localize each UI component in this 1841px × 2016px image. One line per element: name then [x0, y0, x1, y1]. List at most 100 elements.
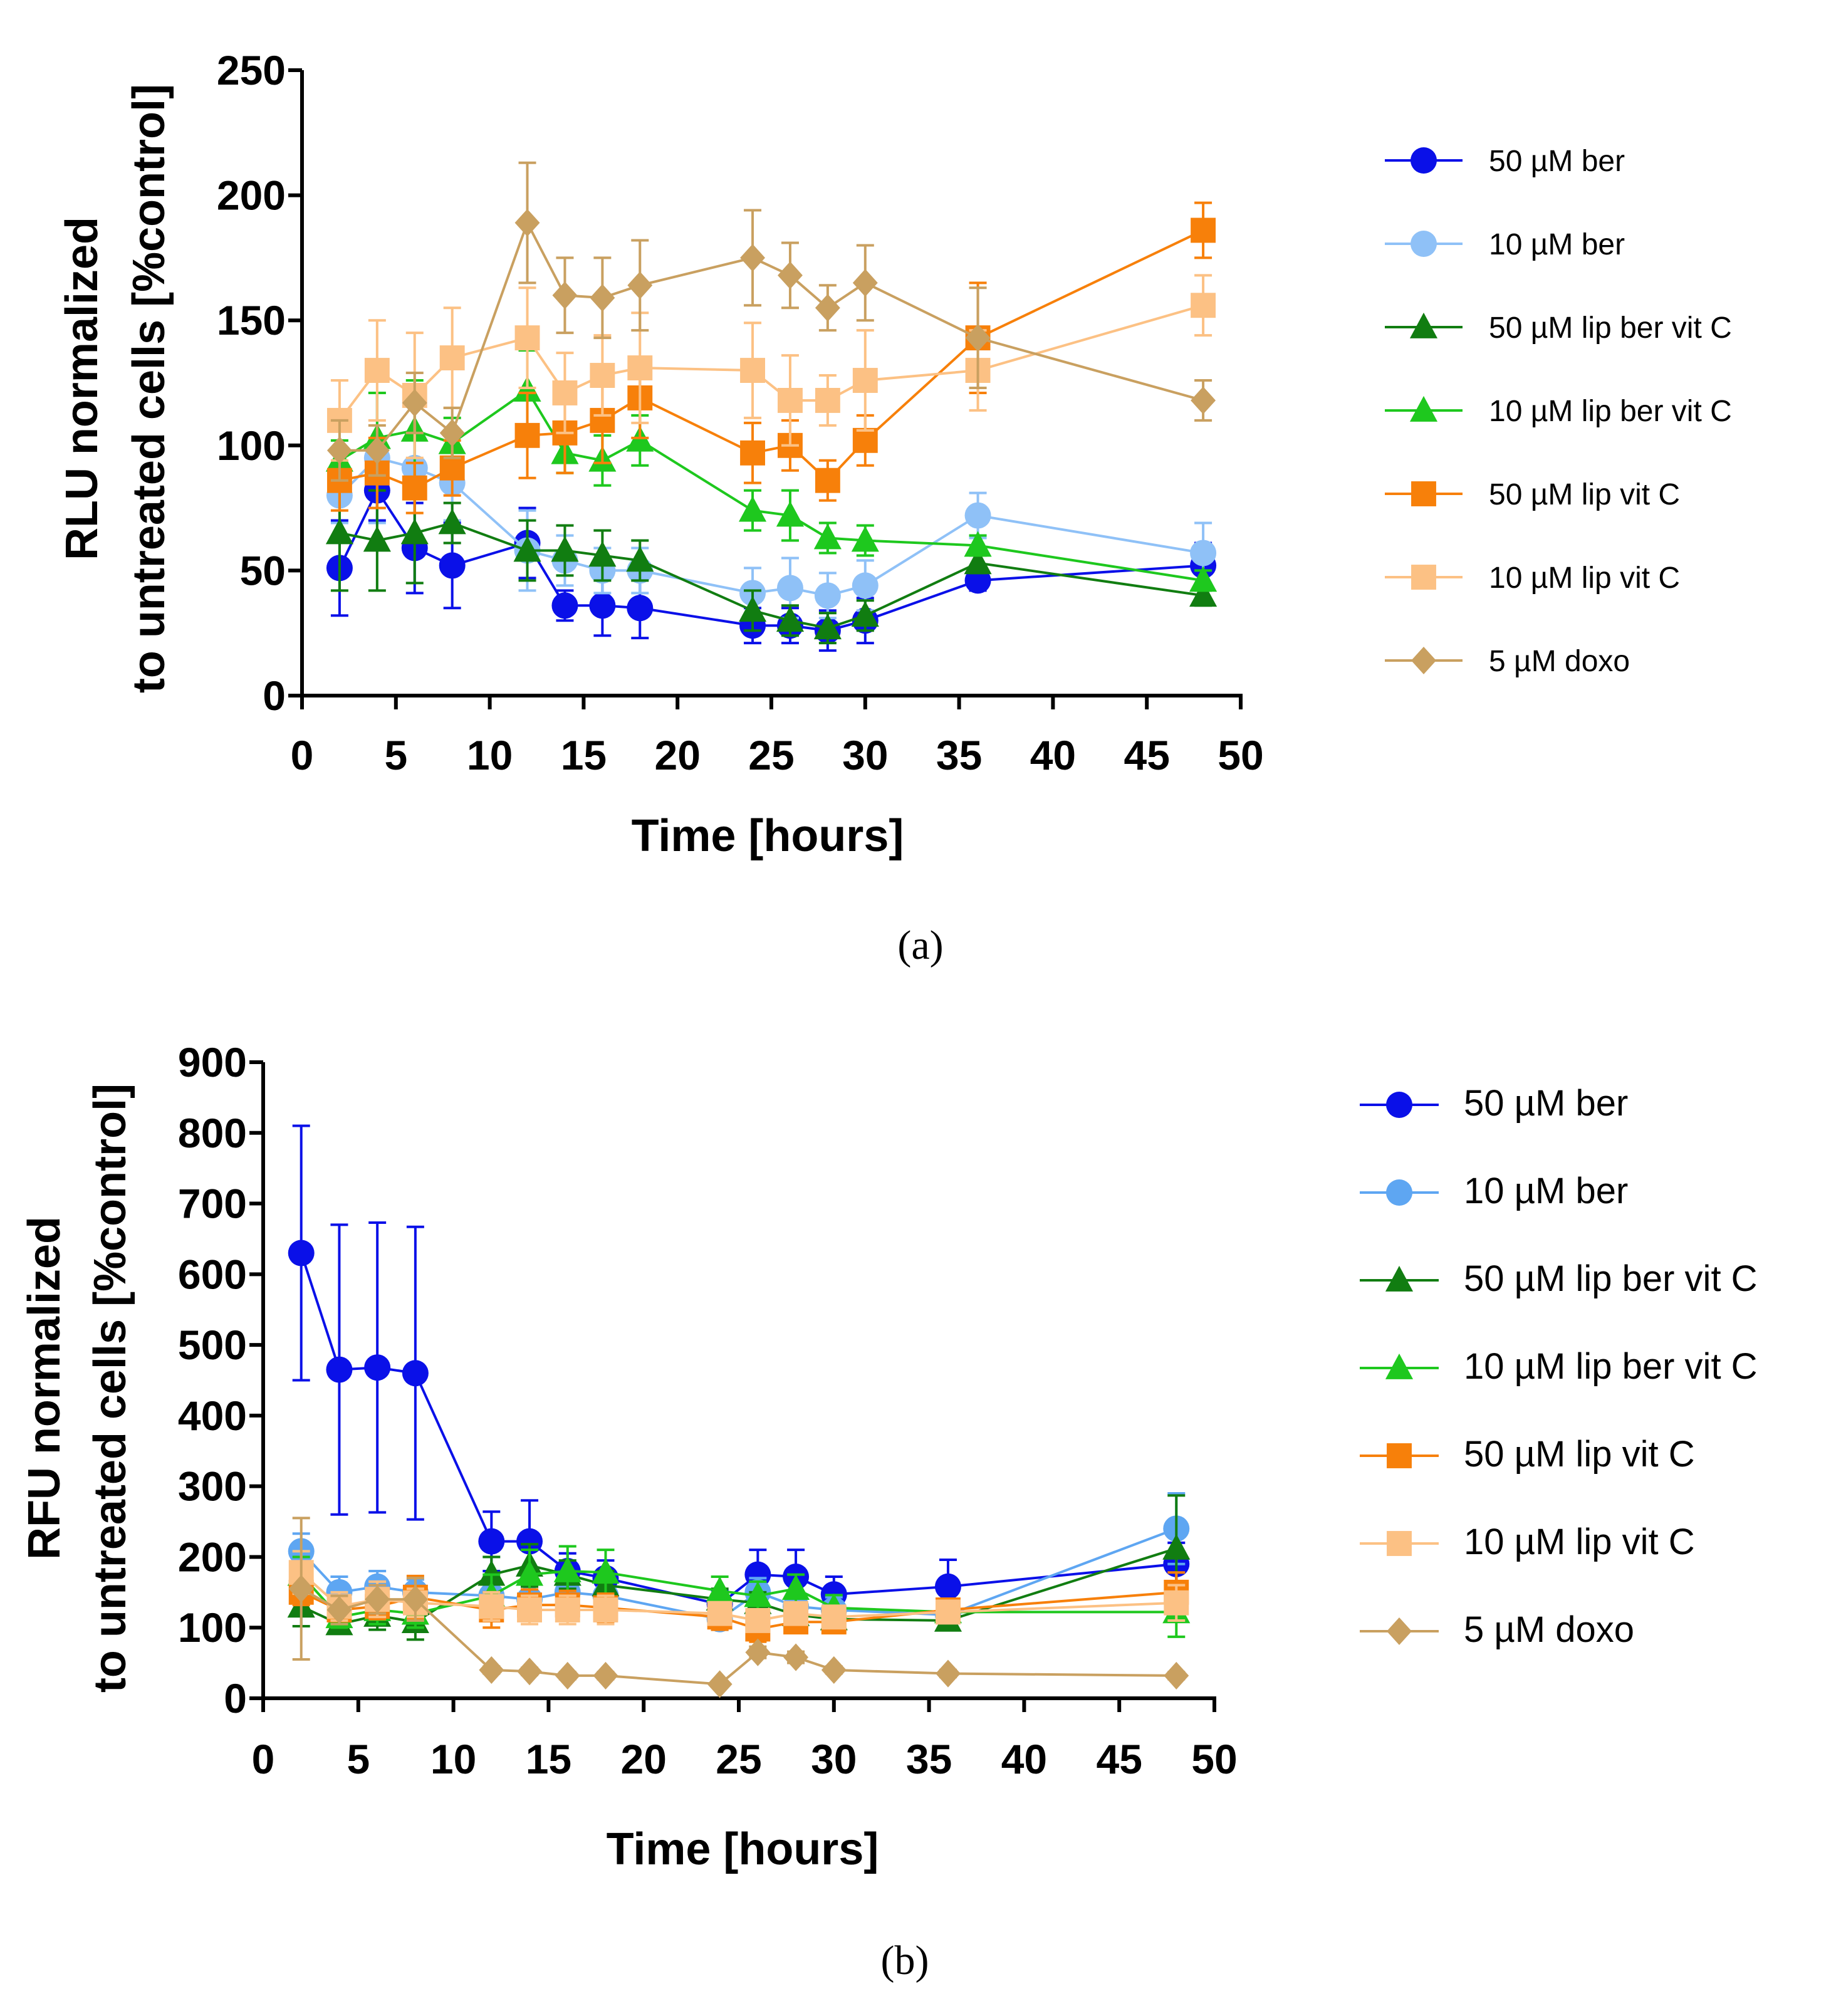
data-point: [514, 422, 540, 448]
legend-marker: [1386, 1092, 1412, 1118]
y-axis-title-b-line1: RFU normalized: [19, 1216, 70, 1560]
x-tick-label-b: 40: [1001, 1736, 1047, 1782]
x-tick-label-b: 45: [1096, 1736, 1142, 1782]
data-point: [364, 358, 390, 383]
x-tick-label-a: 5: [384, 732, 407, 778]
x-tick-label-b: 35: [906, 1736, 952, 1782]
y-tick-label-a: 100: [217, 422, 286, 469]
plot-area-b: 0 5 10 15 20 25 30 35 40 45 5001002003004005006007…: [178, 1039, 1238, 1782]
series-b-7: [288, 1517, 1189, 1698]
y-tick-label-b: 0: [224, 1675, 247, 1721]
y-tick-label-b: 900: [178, 1039, 247, 1085]
legend-label: 10 µM lip ber vit C: [1489, 395, 1732, 428]
x-tick-label-a: 35: [936, 732, 982, 778]
data-point: [852, 572, 879, 599]
y-tick-label-b: 200: [178, 1533, 247, 1580]
data-point: [934, 1573, 961, 1600]
legend-item: 5 µM doxo: [1360, 1609, 1634, 1650]
data-point: [514, 325, 540, 351]
data-point: [778, 387, 803, 413]
y-axis-title-a-line1: RLU normalized: [57, 217, 107, 560]
data-point: [776, 575, 803, 602]
legend-marker: [1385, 1353, 1414, 1379]
data-point: [516, 1528, 543, 1555]
panel-label-a: (a): [897, 922, 943, 968]
data-point: [627, 595, 654, 622]
legend-b: 50 µM ber 10 µM ber 50 µM lip ber vit C 10 …: [1360, 1083, 1758, 1650]
data-point: [815, 387, 840, 413]
legend-label: 50 µM ber: [1464, 1083, 1628, 1124]
legend-item: 10 µM ber: [1385, 228, 1625, 261]
data-point: [745, 1607, 771, 1633]
chart-panel-b: RFU normalized to untreated cells [%cont…: [19, 1039, 1758, 1983]
data-point: [590, 284, 615, 312]
data-point: [783, 1601, 809, 1626]
legend-marker: [1411, 646, 1436, 675]
data-point: [821, 1656, 847, 1684]
data-point: [627, 355, 653, 380]
data-point: [517, 1658, 542, 1686]
legend-label: 10 µM lip vit C: [1489, 561, 1680, 595]
data-point: [964, 531, 992, 557]
legend-item: 50 µM ber: [1360, 1083, 1628, 1124]
data-point: [288, 1575, 314, 1603]
data-point: [706, 1576, 734, 1602]
legend-item: 10 µM ber: [1360, 1171, 1628, 1211]
x-tick-label-b: 25: [716, 1736, 761, 1782]
data-point: [364, 436, 390, 464]
data-point: [288, 1240, 315, 1267]
x-tick-label-a: 0: [291, 732, 314, 778]
data-point: [402, 389, 427, 417]
data-point: [555, 1597, 580, 1622]
y-axis-title-b: RFU normalized to untreated cells [%cont…: [19, 1084, 135, 1693]
y-tick-label-b: 700: [178, 1181, 247, 1227]
legend-label: 50 µM lip ber vit C: [1464, 1258, 1758, 1299]
data-point: [744, 1581, 772, 1607]
plot-area-a: 0 5 10 15 20 25 30 35 40 45 50 0 50 100 150 200 250: [217, 47, 1264, 778]
data-point: [400, 518, 429, 545]
data-point: [325, 518, 353, 545]
data-point: [814, 582, 841, 609]
data-point: [1164, 1590, 1189, 1616]
data-point: [478, 1528, 505, 1555]
data-point: [783, 1643, 809, 1671]
x-tick-label-b: 5: [347, 1736, 370, 1782]
chart-panel-a: RLU normalized to untreated cells [%cont…: [57, 47, 1732, 968]
data-point: [851, 526, 879, 552]
legend-item: 50 µM lip vit C: [1385, 478, 1680, 511]
x-tick-label-a: 15: [561, 732, 607, 778]
data-point: [740, 440, 765, 466]
data-point: [402, 1585, 428, 1614]
data-point: [479, 1656, 504, 1684]
legend-item: 50 µM ber: [1385, 145, 1625, 178]
data-point: [439, 419, 465, 447]
data-point: [439, 455, 465, 481]
data-point: [593, 1661, 618, 1690]
legend-label: 10 µM ber: [1464, 1171, 1628, 1211]
data-point: [551, 536, 579, 562]
legend-marker: [1387, 1443, 1412, 1468]
y-axis-title-a-line2: to untreated cells [%control]: [124, 84, 174, 693]
y-tick-label-a: 50: [240, 547, 286, 593]
data-point: [513, 536, 541, 562]
x-tick-label-a: 40: [1030, 732, 1076, 778]
data-point: [479, 1594, 504, 1619]
data-point: [593, 1597, 618, 1622]
legend-marker: [1409, 395, 1438, 422]
data-point: [589, 592, 616, 619]
data-point: [326, 436, 352, 464]
y-tick-label-b: 800: [178, 1110, 247, 1156]
panel-label-b: (b): [881, 1938, 929, 1983]
data-point: [363, 526, 391, 552]
legend-label: 10 µM ber: [1489, 228, 1625, 261]
series-a-7: [326, 161, 1216, 482]
data-point: [852, 269, 878, 297]
legend-label: 10 µM lip ber vit C: [1464, 1346, 1758, 1387]
y-axis-title-b-line2: to untreated cells [%control]: [85, 1084, 135, 1693]
data-point: [1190, 540, 1217, 567]
x-tick-label-a: 25: [748, 732, 794, 778]
x-tick-label-b: 15: [526, 1736, 571, 1782]
data-point: [776, 501, 805, 527]
x-tick-label-b: 10: [430, 1736, 476, 1782]
data-point: [364, 1354, 391, 1381]
